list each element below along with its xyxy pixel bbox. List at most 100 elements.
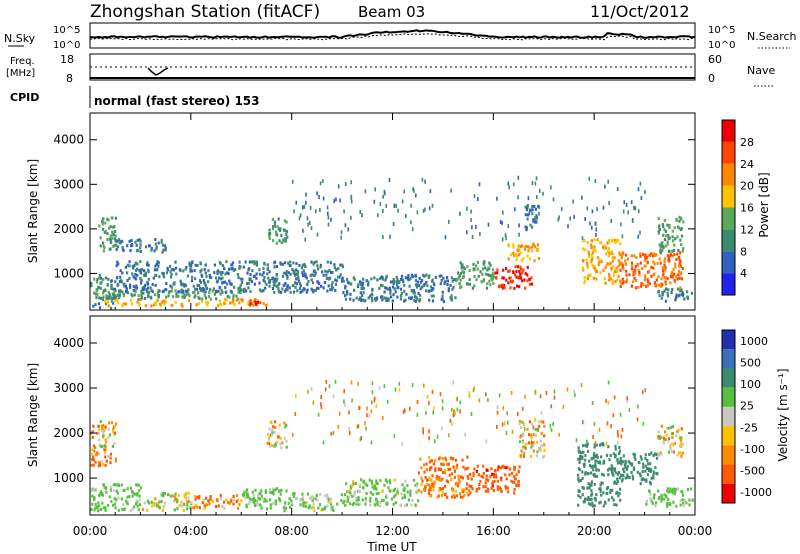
data-cell: [114, 503, 116, 506]
data-cell: [504, 473, 506, 476]
data-cell: [109, 495, 111, 498]
data-cell: [429, 468, 431, 471]
data-cell: [417, 400, 419, 404]
nave-label: Nave: [747, 64, 775, 77]
data-cell: [444, 493, 446, 496]
data-cell: [374, 200, 376, 204]
data-cell: [387, 486, 389, 489]
data-cell: [107, 283, 109, 286]
data-cell: [362, 499, 364, 502]
data-cell: [582, 451, 584, 454]
data-cell: [533, 450, 535, 453]
data-cell: [145, 304, 147, 307]
data-cell: [605, 282, 607, 285]
data-cell: [450, 189, 452, 193]
data-cell: [407, 491, 409, 494]
data-cell: [292, 180, 294, 184]
data-cell: [540, 449, 542, 452]
colorbar-tick-label: -1000: [740, 486, 772, 499]
data-cell: [108, 304, 110, 307]
data-cell: [592, 505, 594, 508]
data-cell: [246, 272, 248, 275]
data-cell: [311, 273, 313, 276]
data-cell: [307, 390, 309, 394]
data-cell: [135, 269, 137, 272]
data-cell: [93, 278, 95, 281]
data-cell: [276, 233, 278, 236]
data-cell: [375, 479, 377, 482]
data-cell: [114, 230, 116, 233]
data-cell: [238, 276, 240, 279]
data-cell: [528, 196, 530, 200]
data-cell: [274, 426, 276, 429]
data-cell: [137, 298, 139, 301]
data-cell: [640, 474, 642, 477]
data-cell: [102, 223, 104, 226]
data-cell: [621, 434, 623, 438]
data-cell: [222, 264, 224, 267]
nave-tick-top: 60: [708, 53, 722, 66]
data-cell: [319, 493, 321, 496]
cpid-panel: CPID normal (fast stereo) 153: [10, 86, 260, 108]
colorbar-tick-label: -500: [740, 465, 765, 478]
data-cell: [158, 500, 160, 503]
data-cell: [224, 286, 226, 289]
data-cell: [544, 449, 546, 452]
data-cell: [384, 190, 386, 194]
data-cell: [269, 491, 271, 494]
data-cell: [190, 501, 192, 504]
data-cell: [441, 298, 443, 301]
data-cell: [690, 488, 692, 491]
data-cell: [148, 278, 150, 281]
data-cell: [101, 427, 103, 430]
data-cell: [328, 278, 330, 281]
data-cell: [419, 277, 421, 280]
data-cell: [621, 480, 623, 483]
data-cell: [104, 455, 106, 458]
data-cell: [154, 274, 156, 277]
data-cell: [219, 286, 221, 289]
data-cell: [110, 486, 112, 489]
data-cell: [652, 267, 654, 270]
data-cell: [103, 246, 105, 249]
data-cell: [596, 207, 598, 211]
data-cell: [601, 260, 603, 263]
data-cell: [634, 456, 636, 459]
data-cell: [153, 277, 155, 280]
data-cell: [102, 483, 104, 486]
data-cell: [372, 493, 374, 496]
data-cell: [644, 457, 646, 460]
data-cell: [345, 482, 347, 485]
data-cell: [147, 283, 149, 286]
data-cell: [621, 256, 623, 259]
data-cell: [263, 262, 265, 265]
data-cell: [671, 288, 673, 291]
data-cell: [672, 501, 674, 504]
data-cell: [672, 235, 674, 238]
data-cell: [165, 296, 167, 299]
data-cell: [257, 301, 259, 304]
data-cell: [631, 285, 633, 288]
data-cell: [165, 288, 167, 291]
data-cell: [201, 289, 203, 292]
data-cell: [680, 442, 682, 445]
data-cell: [649, 497, 651, 500]
data-cell: [500, 220, 502, 224]
data-cell: [100, 420, 102, 423]
data-cell: [275, 502, 277, 505]
data-cell: [188, 299, 190, 302]
nsky-tick-top: 10^5: [53, 25, 80, 36]
data-cell: [494, 272, 496, 275]
data-cell: [614, 468, 616, 471]
data-cell: [650, 266, 652, 269]
data-cell: [672, 425, 674, 428]
data-cell: [249, 290, 251, 293]
data-cell: [104, 222, 106, 225]
data-cell: [658, 497, 660, 500]
data-cell: [529, 211, 531, 215]
data-cell: [375, 299, 377, 302]
data-cell: [155, 243, 157, 246]
data-cell: [461, 496, 463, 499]
data-cell: [676, 430, 678, 433]
data-cell: [131, 294, 133, 297]
